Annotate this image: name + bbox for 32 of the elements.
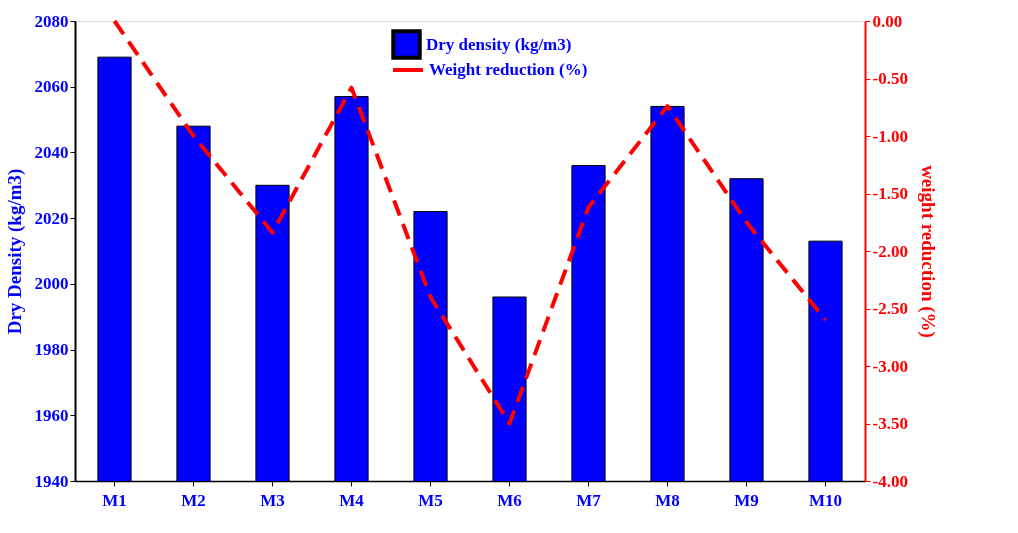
- y-tick-label: 1980: [34, 340, 69, 360]
- legend-label: Dry density (kg/m3): [426, 34, 572, 54]
- y-tick-label: 2000: [34, 274, 69, 294]
- y-axis-title: Dry Density (kg/m3): [3, 168, 26, 335]
- x-tick-label: M9: [734, 490, 759, 510]
- y-tick-label: 2020: [34, 208, 69, 228]
- y2-tick-label: -4.00: [872, 471, 908, 491]
- x-tick-label: M1: [102, 490, 127, 510]
- y2-axis-title: weight reduction (%): [916, 165, 939, 338]
- x-tick-label: M6: [497, 490, 522, 510]
- x-tick-label: M5: [418, 490, 443, 510]
- line-series: [112, 19, 828, 426]
- y2-tick-label: -1.50: [872, 184, 908, 203]
- y2-tick-label: 0.00: [872, 11, 903, 31]
- y2-tick-label: -3.50: [872, 414, 908, 433]
- y-tick-label: 2060: [34, 77, 69, 97]
- y-tick-label: 1940: [34, 471, 69, 491]
- y-tick-label: 2080: [34, 11, 69, 31]
- y2-tick-label: -0.50: [872, 69, 908, 88]
- x-tick-label: M10: [808, 490, 843, 510]
- y-tick-label: 2040: [34, 142, 69, 162]
- x-tick-label: M3: [260, 490, 285, 510]
- y2-tick-label: -3.00: [872, 356, 908, 376]
- legend-label: Weight reduction (%): [429, 60, 588, 79]
- y2-tick-label: -2.50: [872, 299, 908, 318]
- x-tick-label: M8: [655, 490, 680, 510]
- x-tick-label: M4: [339, 490, 365, 510]
- x-tick-label: M2: [181, 490, 206, 510]
- y2-tick-label: -2.00: [872, 241, 908, 261]
- y-tick-label: 1960: [34, 405, 69, 425]
- y2-tick-label: -1.00: [872, 126, 908, 146]
- x-tick-label: M7: [576, 490, 602, 510]
